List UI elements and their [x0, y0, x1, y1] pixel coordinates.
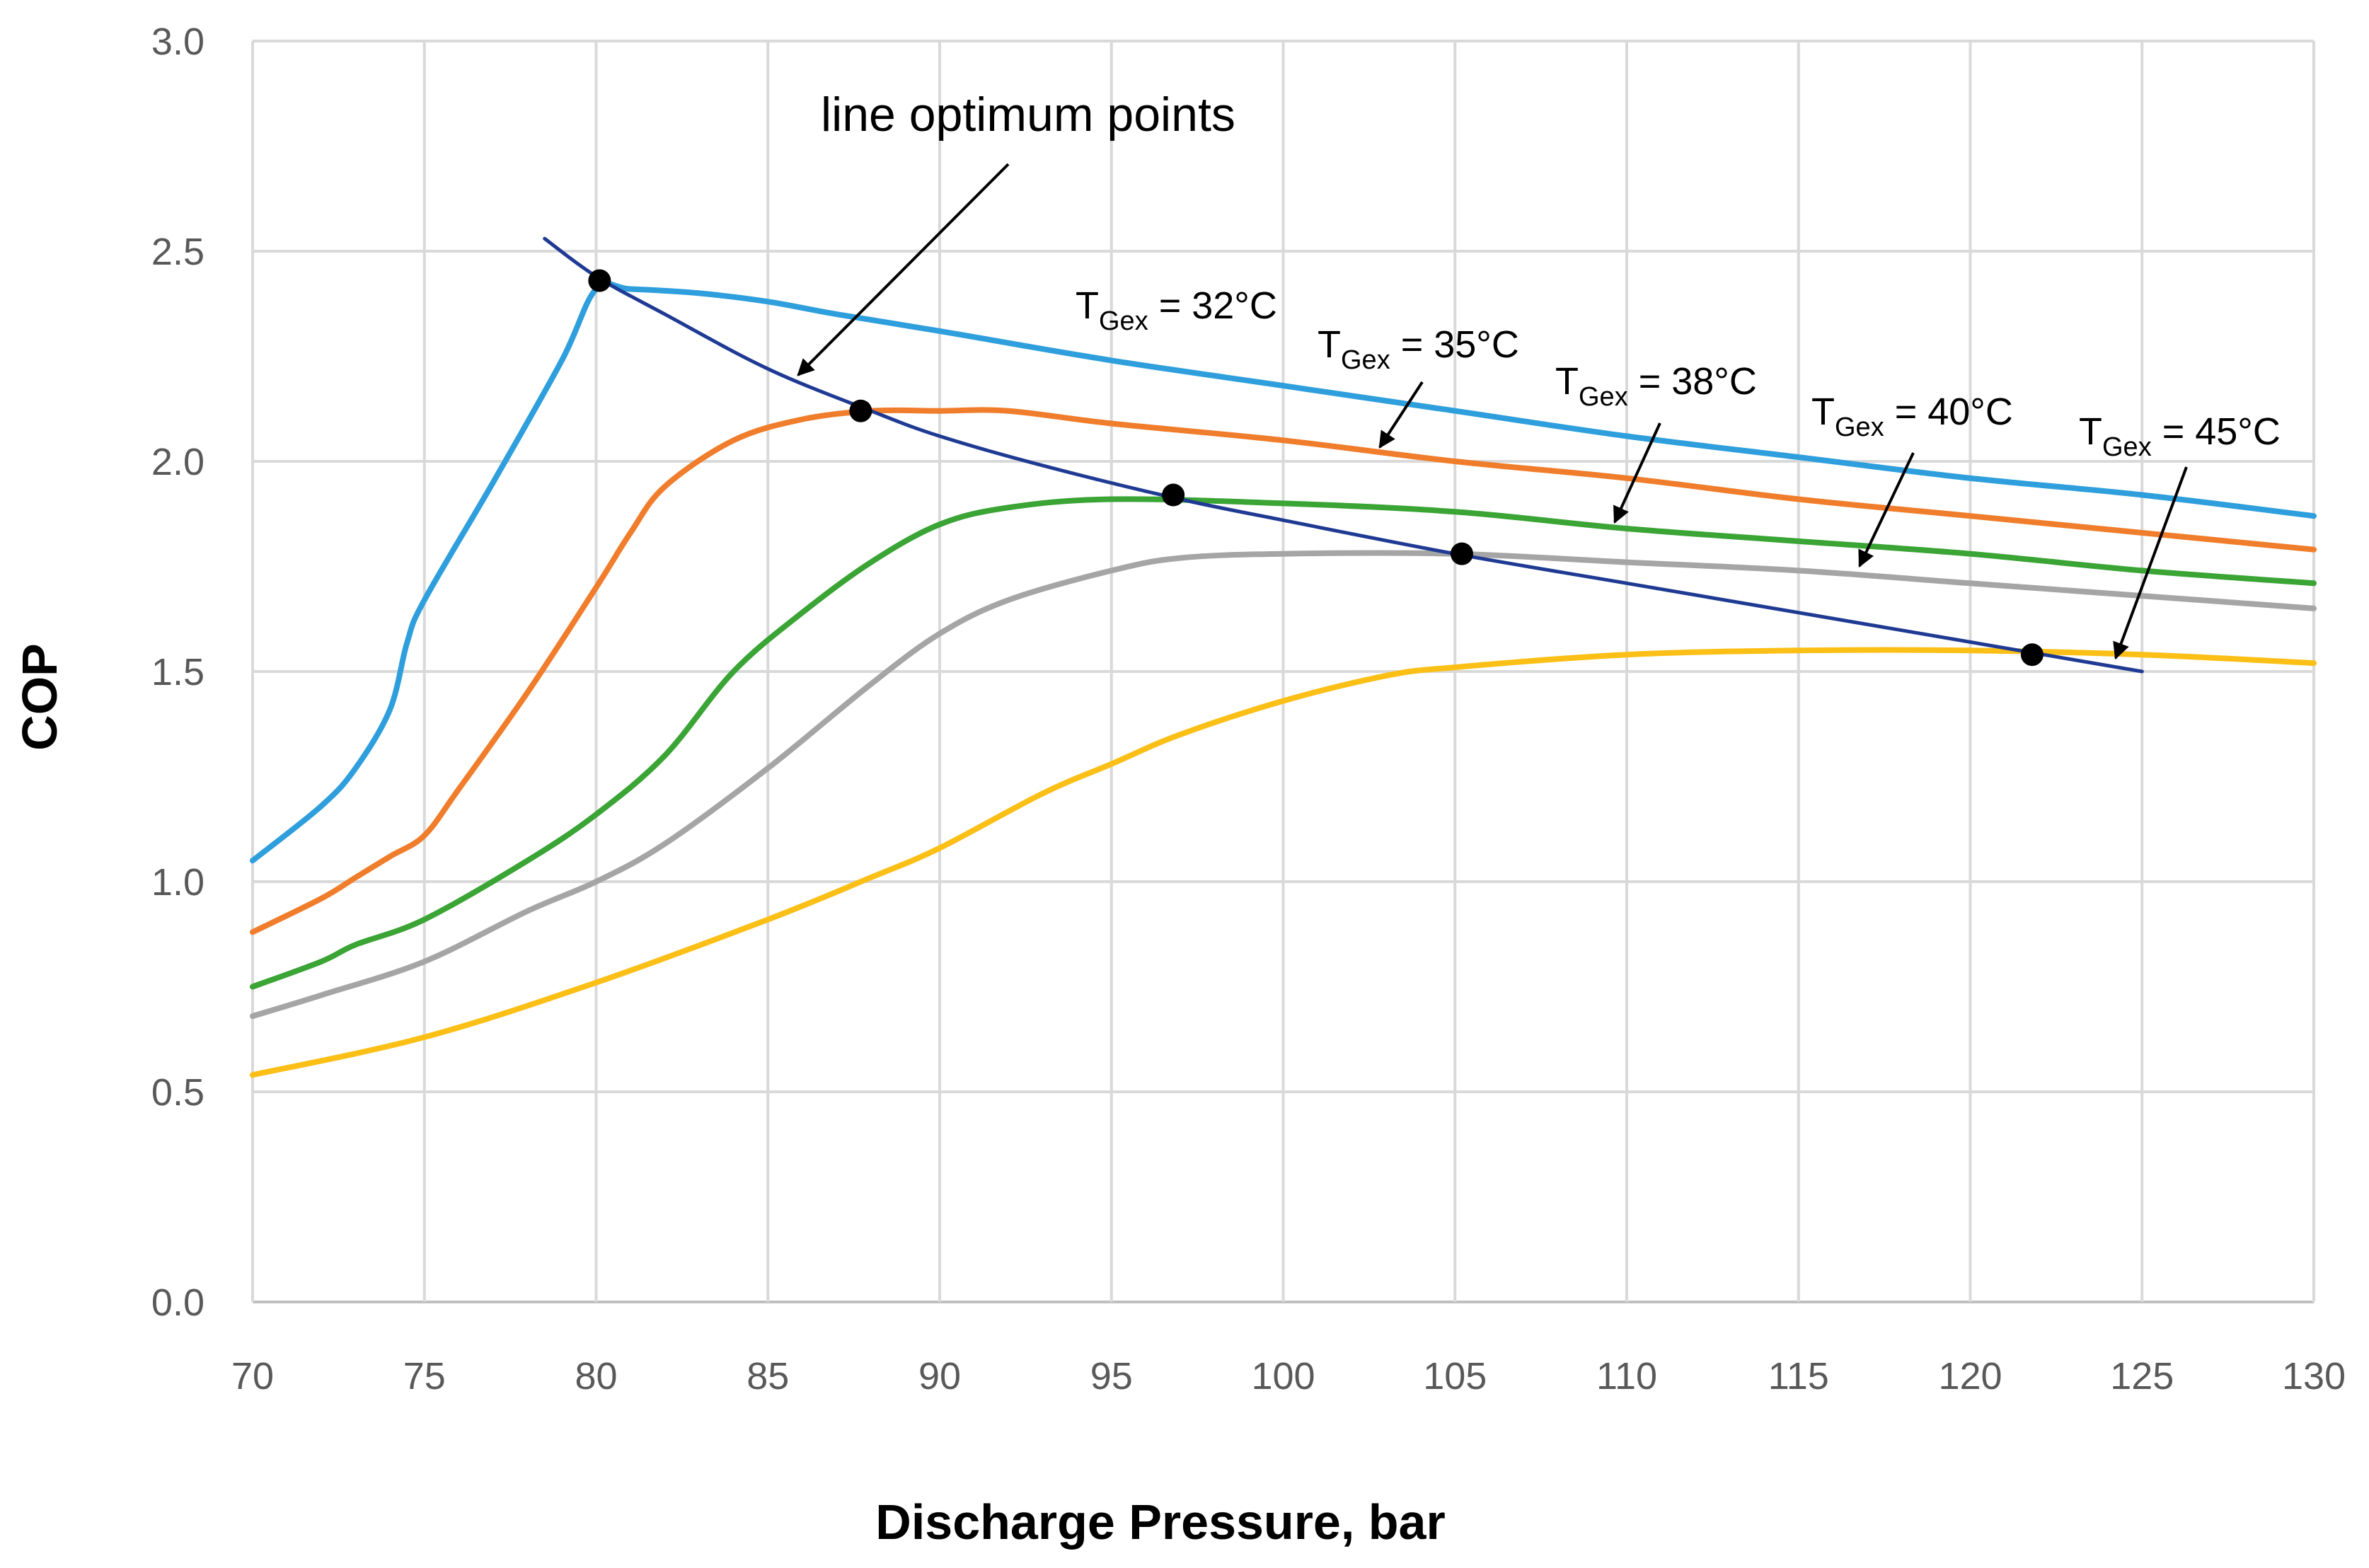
optimum-label-arrow	[797, 163, 1010, 376]
series-line-3	[250, 496, 2317, 990]
y-axis-title: COP	[12, 643, 67, 751]
optimum-point	[588, 269, 611, 292]
x-axis-title: Discharge Pressure, bar	[875, 1494, 1445, 1550]
x-tick-label: 110	[1596, 1355, 1657, 1397]
optimum-point	[2020, 643, 2044, 667]
series-label-arrow-3	[1613, 422, 1661, 524]
x-tick-label: 120	[1938, 1355, 2002, 1397]
series-label-4: TGex = 40°C	[1811, 391, 2013, 442]
x-tick-label: 85	[747, 1355, 789, 1397]
series-label-arrow-2	[1378, 381, 1424, 449]
x-tick-label: 90	[918, 1355, 961, 1397]
y-tick-label: 2.5	[151, 231, 204, 273]
optimum-point	[1162, 483, 1185, 507]
x-tick-label: 100	[1251, 1355, 1315, 1397]
series-label-3: TGex = 38°C	[1555, 360, 1757, 412]
x-tick-label: 105	[1423, 1355, 1487, 1397]
series-line-1	[250, 280, 2317, 864]
optimum-point	[849, 399, 872, 422]
x-tick-label: 130	[2282, 1355, 2346, 1397]
series-lines	[250, 280, 2317, 1078]
x-tick-label: 80	[575, 1355, 617, 1397]
series-line-2	[250, 407, 2317, 935]
y-tick-label: 3.0	[151, 21, 204, 63]
series-label-2: TGex = 35°C	[1318, 323, 1519, 375]
optimum-point	[1450, 542, 1473, 565]
optimum-line-group	[543, 236, 2144, 674]
y-tick-label: 1.0	[151, 861, 204, 904]
tick-labels: 0.0 0.5 1.0 1.5 2.0 2.5 3.0 70 75 80 85 90 95 100 105 1…	[151, 21, 2346, 1397]
gridlines	[251, 40, 2315, 1303]
x-tick-label: 115	[1768, 1355, 1829, 1397]
optimum-label: line optimum points	[821, 88, 1235, 142]
y-tick-label: 1.5	[151, 651, 204, 693]
series-line-4	[250, 550, 2317, 1020]
annotations: TGex = 32°C TGex = 35°C TGex = 38°C TGex = …	[797, 88, 2281, 660]
y-tick-label: 2.0	[151, 441, 204, 483]
x-tick-label: 75	[403, 1355, 446, 1397]
series-line-5	[250, 647, 2317, 1078]
y-tick-label: 0.5	[151, 1071, 204, 1114]
x-tick-label: 95	[1090, 1355, 1133, 1397]
series-label-1: TGex = 32°C	[1076, 284, 1277, 336]
series-label-arrow-5	[2113, 466, 2188, 660]
optimum-line	[543, 236, 2144, 674]
x-tick-label: 125	[2110, 1355, 2174, 1397]
y-tick-label: 0.0	[151, 1281, 204, 1324]
x-tick-label: 70	[231, 1355, 274, 1397]
series-label-5: TGex = 45°C	[2079, 410, 2281, 462]
series-label-arrow-4	[1858, 452, 1915, 568]
